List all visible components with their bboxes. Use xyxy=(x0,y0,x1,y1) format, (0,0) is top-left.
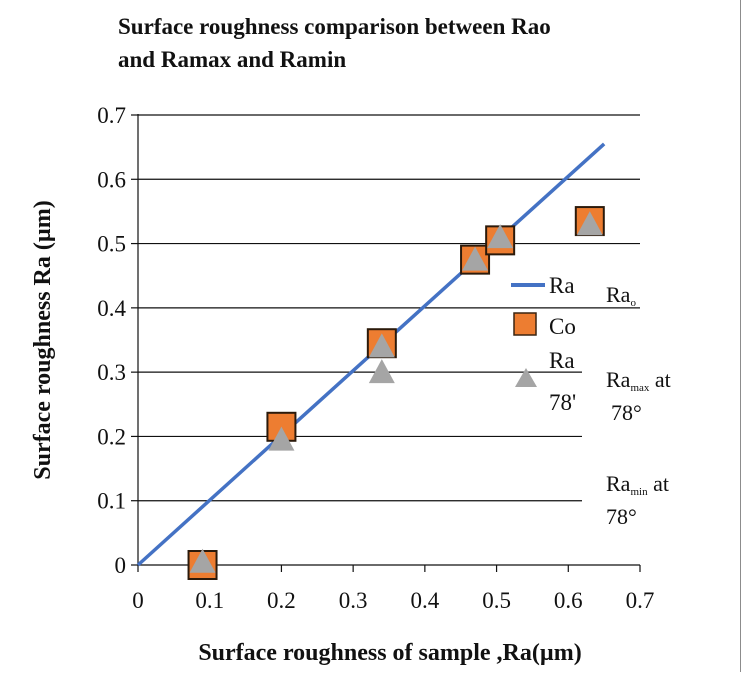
y-axis-label: Surface roughness Ra (µm) xyxy=(30,200,56,479)
legend-triangle-swatch xyxy=(515,368,537,387)
annotation-ramin-angle: 78° xyxy=(606,504,637,529)
triangle-point-1 xyxy=(268,426,295,451)
x-tick-label-0.1: 0.1 xyxy=(195,588,224,613)
y-tick-label-0: 0 xyxy=(115,553,127,578)
annotation-ramin: Ramin at xyxy=(606,471,669,498)
triangle-point-3 xyxy=(368,359,395,384)
legend-label-2: Co xyxy=(549,314,576,339)
y-tick-label-0.3: 0.3 xyxy=(97,360,126,385)
x-tick-label-0: 0 xyxy=(132,588,144,613)
legend-label-1: Ra xyxy=(549,273,575,298)
y-tick-label-0.7: 0.7 xyxy=(97,103,126,128)
x-axis-label: Surface roughness of sample ,Ra(µm) xyxy=(198,640,581,666)
y-tick-label-0.5: 0.5 xyxy=(97,232,126,257)
y-tick-label-0.1: 0.1 xyxy=(97,489,126,514)
x-tick-label-0.4: 0.4 xyxy=(410,588,439,613)
triangle-point-5 xyxy=(487,224,514,249)
x-tick-label-0.3: 0.3 xyxy=(339,588,368,613)
annotations: Rao Ramax at 78° Ramin at 78° xyxy=(606,282,671,529)
y-tick-label-0.6: 0.6 xyxy=(97,167,126,192)
y-tick-label-0.4: 0.4 xyxy=(97,296,126,321)
tick-labels: 0 0.1 0.2 0.3 0.4 0.5 0.6 0.7 0 0.1 0.2 0.3 0.4 0.5 0.… xyxy=(97,103,654,613)
triangle-point-2 xyxy=(368,333,395,358)
y-tick-label-0.2: 0.2 xyxy=(97,424,126,449)
x-tick-label-0.5: 0.5 xyxy=(482,588,511,613)
chart-title-line-2: and Ramax and Ramin xyxy=(118,47,347,72)
grid-lines xyxy=(138,114,640,502)
triangle-point-0 xyxy=(189,548,216,573)
annotation-rao: Rao xyxy=(606,282,636,309)
chart-title-line-1: Surface roughness comparison between Rao xyxy=(118,14,551,39)
x-tick-label-0.6: 0.6 xyxy=(554,588,583,613)
data-marks xyxy=(136,142,606,580)
legend-square-swatch xyxy=(513,312,537,336)
triangle-point-6 xyxy=(576,211,603,236)
legend-label-4: 78' xyxy=(549,390,576,415)
x-tick-label-0.7: 0.7 xyxy=(626,588,655,613)
annotation-ramax: Ramax at xyxy=(606,367,671,394)
annotation-ramax-angle: 78° xyxy=(611,400,642,425)
legend: Ra Co Ra 78' xyxy=(511,273,576,415)
legend-label-3: Ra xyxy=(549,348,575,373)
triangle-point-4 xyxy=(462,246,489,271)
x-tick-label-0.2: 0.2 xyxy=(267,588,296,613)
